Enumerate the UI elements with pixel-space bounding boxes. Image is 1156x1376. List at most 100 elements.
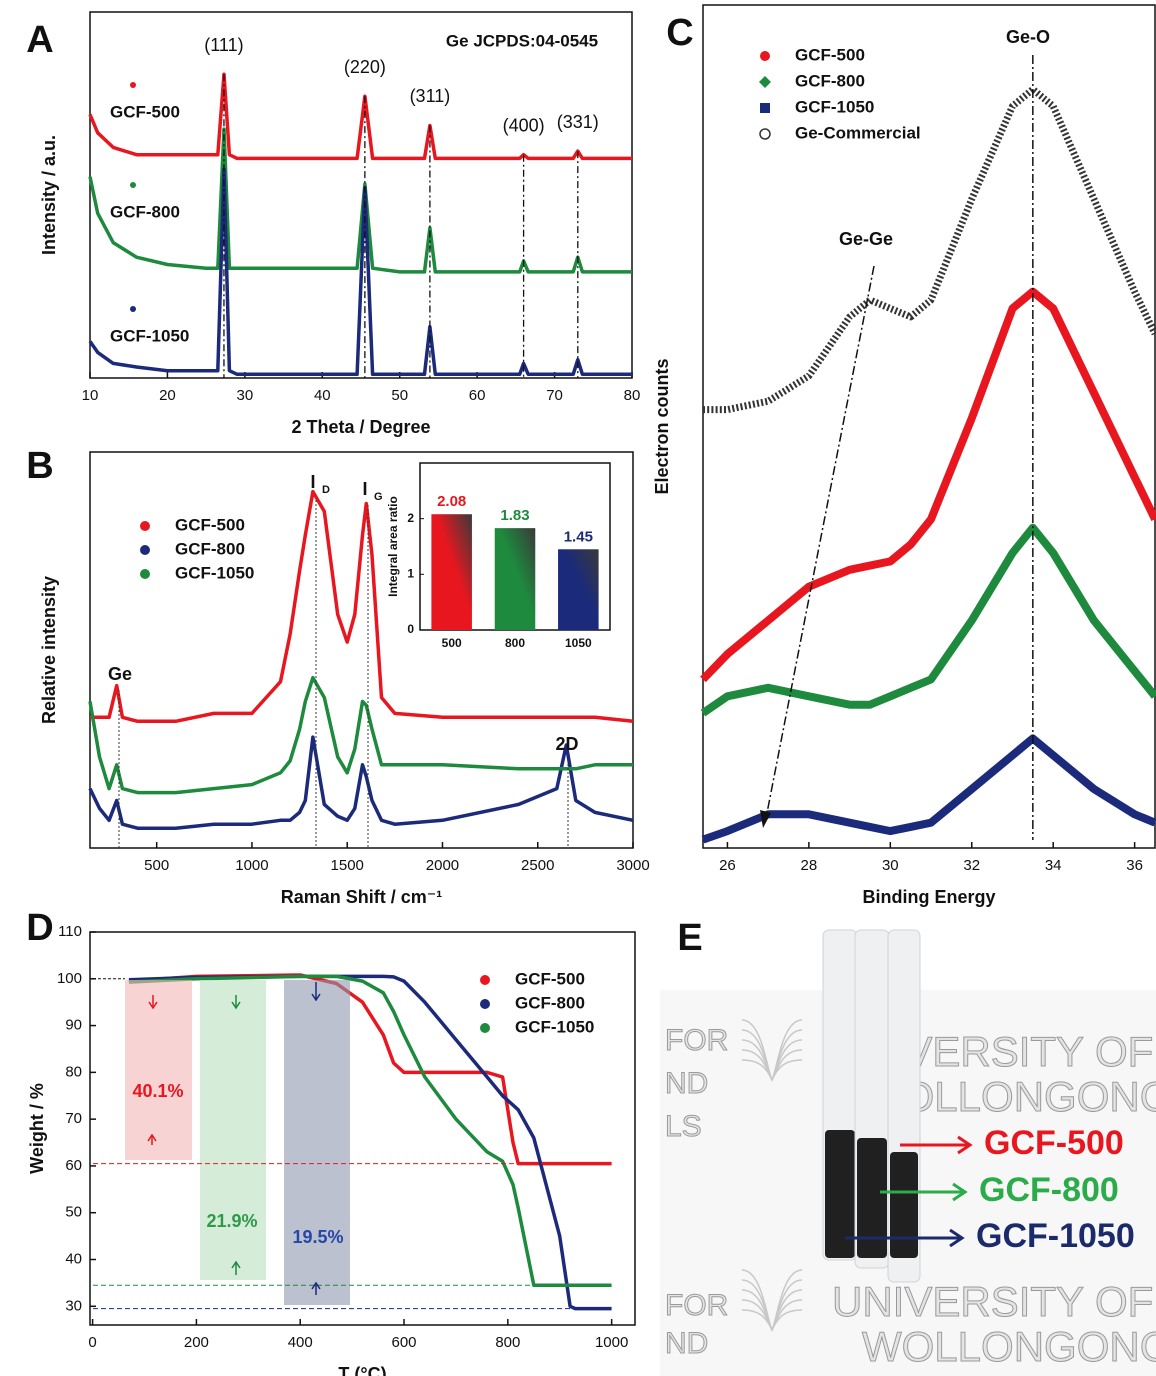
x-tick-label: 2500 bbox=[521, 857, 554, 874]
legend-label: GCF-800 bbox=[175, 539, 245, 558]
x-tick-label: 800 bbox=[495, 1334, 520, 1351]
data-line bbox=[88, 127, 632, 274]
y-tick-label: 40 bbox=[65, 1250, 82, 1267]
series-dot bbox=[130, 182, 136, 188]
legend-label: GCF-500 bbox=[515, 969, 585, 988]
series-label: GCF-800 bbox=[110, 202, 180, 221]
legend-marker bbox=[140, 569, 150, 579]
x-tick-label: 34 bbox=[1045, 857, 1062, 874]
x-tick-label: 200 bbox=[184, 1334, 209, 1351]
photo-arrow-head bbox=[949, 1228, 965, 1248]
legend-label: GCF-800 bbox=[515, 993, 585, 1012]
peak-label: Ge bbox=[108, 664, 132, 684]
sample-label: GCF-800 bbox=[979, 1171, 1119, 1209]
loss-region bbox=[125, 980, 192, 1160]
plot-frame bbox=[89, 451, 634, 849]
data-line bbox=[700, 523, 1156, 717]
value-label: 2.08 bbox=[437, 493, 466, 510]
legend-label: GCF-500 bbox=[795, 45, 865, 64]
y-axis-title: Weight / % bbox=[27, 1083, 47, 1174]
panel-letter: B bbox=[26, 445, 53, 487]
loss-region bbox=[200, 980, 266, 1280]
photo-text: ND bbox=[665, 1067, 708, 1100]
data-line bbox=[703, 85, 1156, 414]
panel-letter: D bbox=[26, 907, 53, 949]
plot-frame bbox=[89, 931, 636, 1326]
legend-marker bbox=[760, 103, 770, 113]
tube-powder bbox=[825, 1130, 855, 1258]
data-line bbox=[88, 72, 632, 161]
legend-label: Ge-Commercial bbox=[795, 123, 921, 142]
x-tick-label: 60 bbox=[469, 387, 486, 404]
x-tick-label: 20 bbox=[159, 387, 176, 404]
x-tick-label: 28 bbox=[801, 857, 818, 874]
data-line bbox=[88, 675, 633, 795]
peak-label: (400) bbox=[503, 115, 545, 135]
bar bbox=[431, 514, 472, 630]
plot-frame bbox=[702, 4, 1156, 849]
loss-label: 21.9% bbox=[206, 1211, 257, 1231]
peak-label: Ge-Ge bbox=[839, 229, 893, 249]
tube-powder bbox=[890, 1152, 918, 1258]
x-tick-label: 0 bbox=[88, 1334, 96, 1351]
y-tick-label: 90 bbox=[65, 1017, 82, 1034]
legend-label: GCF-1050 bbox=[175, 563, 254, 582]
legend-label: GCF-1050 bbox=[515, 1017, 594, 1036]
data-line bbox=[701, 734, 1156, 844]
legend-marker bbox=[480, 999, 490, 1009]
x-tick-label: 30 bbox=[237, 387, 254, 404]
peak-label: I bbox=[310, 472, 315, 492]
x-tick-label: 26 bbox=[719, 857, 736, 874]
shift-arrow bbox=[765, 265, 875, 819]
photo-text: FOR bbox=[665, 1289, 728, 1322]
x-tick-label: 600 bbox=[392, 1334, 417, 1351]
tube-powder bbox=[857, 1138, 887, 1258]
x-tick-label: 1000 bbox=[235, 857, 268, 874]
legend-label: GCF-800 bbox=[795, 71, 865, 90]
loss-arrow-head bbox=[147, 1133, 157, 1142]
x-tick-label: 1050 bbox=[565, 636, 592, 650]
photo-arrow-head bbox=[952, 1182, 968, 1202]
peak-label-sub: G bbox=[374, 491, 383, 503]
photo-text: UNIVERSITY OF bbox=[832, 1278, 1153, 1325]
plot-frame bbox=[89, 11, 633, 379]
x-tick-label: 10 bbox=[82, 387, 99, 404]
x-tick-label: 70 bbox=[546, 387, 563, 404]
x-tick-label: 500 bbox=[442, 636, 462, 650]
legend-marker bbox=[480, 1023, 490, 1033]
loss-arrow-head bbox=[231, 1001, 241, 1010]
reference-label: Ge JCPDS:04-0545 bbox=[446, 31, 598, 50]
y-axis-title: Intensity / a.u. bbox=[39, 135, 59, 255]
x-tick-label: 1500 bbox=[331, 857, 364, 874]
peak-label: (311) bbox=[410, 86, 451, 106]
y-tick-label: 70 bbox=[65, 1110, 82, 1127]
y-tick-label: 0 bbox=[407, 622, 414, 636]
peak-label: 2D bbox=[555, 734, 578, 754]
photo-text: FOR bbox=[665, 1024, 728, 1057]
data-line bbox=[700, 287, 1156, 683]
panel-letter: C bbox=[666, 12, 693, 54]
photo-text: ND bbox=[665, 1327, 708, 1360]
legend-marker bbox=[760, 51, 770, 61]
loss-arrow-head bbox=[311, 993, 321, 1002]
x-tick-label: 800 bbox=[505, 636, 525, 650]
photo-text: LS bbox=[665, 1110, 702, 1143]
loss-region bbox=[284, 980, 350, 1305]
panel-letter: E bbox=[677, 917, 702, 959]
peak-label: I bbox=[362, 479, 367, 499]
legend-marker bbox=[759, 76, 771, 88]
arrow-head bbox=[760, 810, 771, 828]
bar bbox=[558, 549, 599, 630]
peak-label: (111) bbox=[204, 35, 243, 55]
value-label: 1.83 bbox=[500, 507, 529, 524]
photo-arrow-head bbox=[957, 1135, 973, 1155]
loss-label: 40.1% bbox=[132, 1081, 183, 1101]
peak-label-sub: D bbox=[322, 484, 330, 496]
peak-label: Ge-O bbox=[1006, 27, 1050, 47]
sample-label: GCF-500 bbox=[984, 1124, 1124, 1162]
x-tick-label: 1000 bbox=[595, 1334, 628, 1351]
data-line bbox=[88, 735, 634, 830]
x-axis-title: 2 Theta / Degree bbox=[291, 417, 430, 437]
y-tick-label: 60 bbox=[65, 1157, 82, 1174]
